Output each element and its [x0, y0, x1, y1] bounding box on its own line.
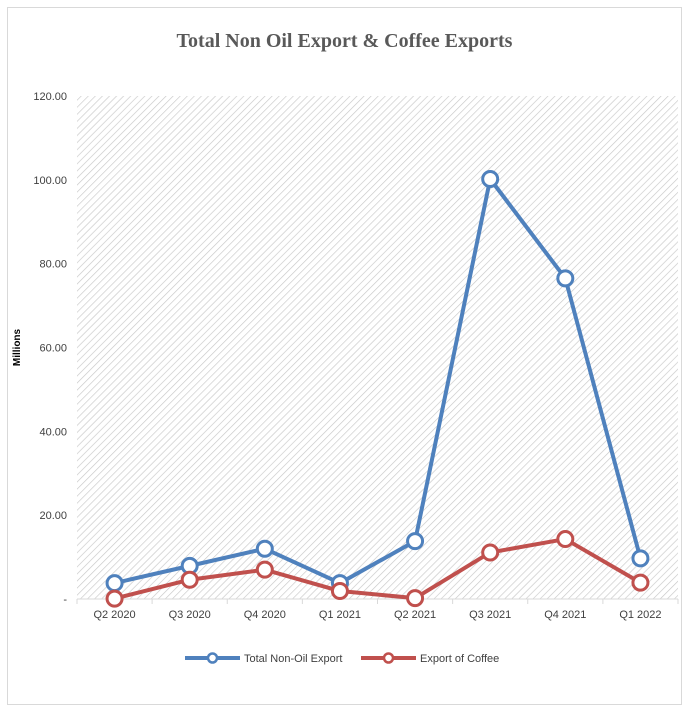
- data-point-export-of-coffee: [180, 570, 199, 589]
- x-tick-label: Q3 2020: [169, 609, 211, 621]
- data-point-export-of-coffee: [255, 560, 274, 579]
- x-tick-label: Q2 2021: [394, 609, 436, 621]
- data-point-export-of-coffee: [406, 589, 425, 608]
- data-point-total-non-oil-export: [481, 169, 500, 188]
- data-point-total-non-oil-export: [255, 539, 274, 558]
- y-tick-label: 100.00: [33, 175, 67, 187]
- x-tick-label: Q4 2021: [544, 609, 586, 621]
- x-tick-label: Q3 2021: [469, 609, 511, 621]
- y-tick-label: 120.00: [33, 91, 67, 103]
- data-point-total-non-oil-export: [556, 269, 575, 288]
- x-tick-label: Q2 2020: [93, 609, 135, 621]
- y-tick-label: 60.00: [39, 343, 67, 355]
- data-point-total-non-oil-export: [406, 532, 425, 551]
- legend-label-export-of-coffee: Export of Coffee: [420, 653, 499, 665]
- data-point-export-of-coffee: [556, 530, 575, 549]
- data-point-export-of-coffee: [105, 589, 124, 608]
- data-point-export-of-coffee: [330, 582, 349, 601]
- series-line-export-of-coffee: [112, 537, 643, 601]
- y-tick-label: 80.00: [39, 259, 67, 271]
- x-tick-label: Q4 2020: [244, 609, 286, 621]
- data-point-total-non-oil-export: [631, 549, 650, 568]
- data-point-export-of-coffee: [631, 573, 650, 592]
- legend-label-total-non-oil-export: Total Non-Oil Export: [244, 653, 342, 665]
- data-point-export-of-coffee: [481, 543, 500, 562]
- chart-title: Total Non Oil Export & Coffee Exports: [176, 30, 513, 52]
- x-tick-label: Q1 2021: [319, 609, 361, 621]
- x-tick-label: Q1 2022: [619, 609, 661, 621]
- legend-marker-total-non-oil-export: [206, 652, 219, 664]
- y-tick-label: 20.00: [39, 510, 67, 522]
- legend-marker-export-of-coffee: [382, 652, 395, 664]
- plot-area: [77, 96, 678, 599]
- data-point-total-non-oil-export: [105, 574, 124, 593]
- series-line-total-non-oil-export: [112, 176, 643, 586]
- y-tick-label: -: [63, 594, 67, 606]
- y-axis-label: Millions: [12, 328, 23, 366]
- y-tick-label: 40.00: [39, 426, 67, 438]
